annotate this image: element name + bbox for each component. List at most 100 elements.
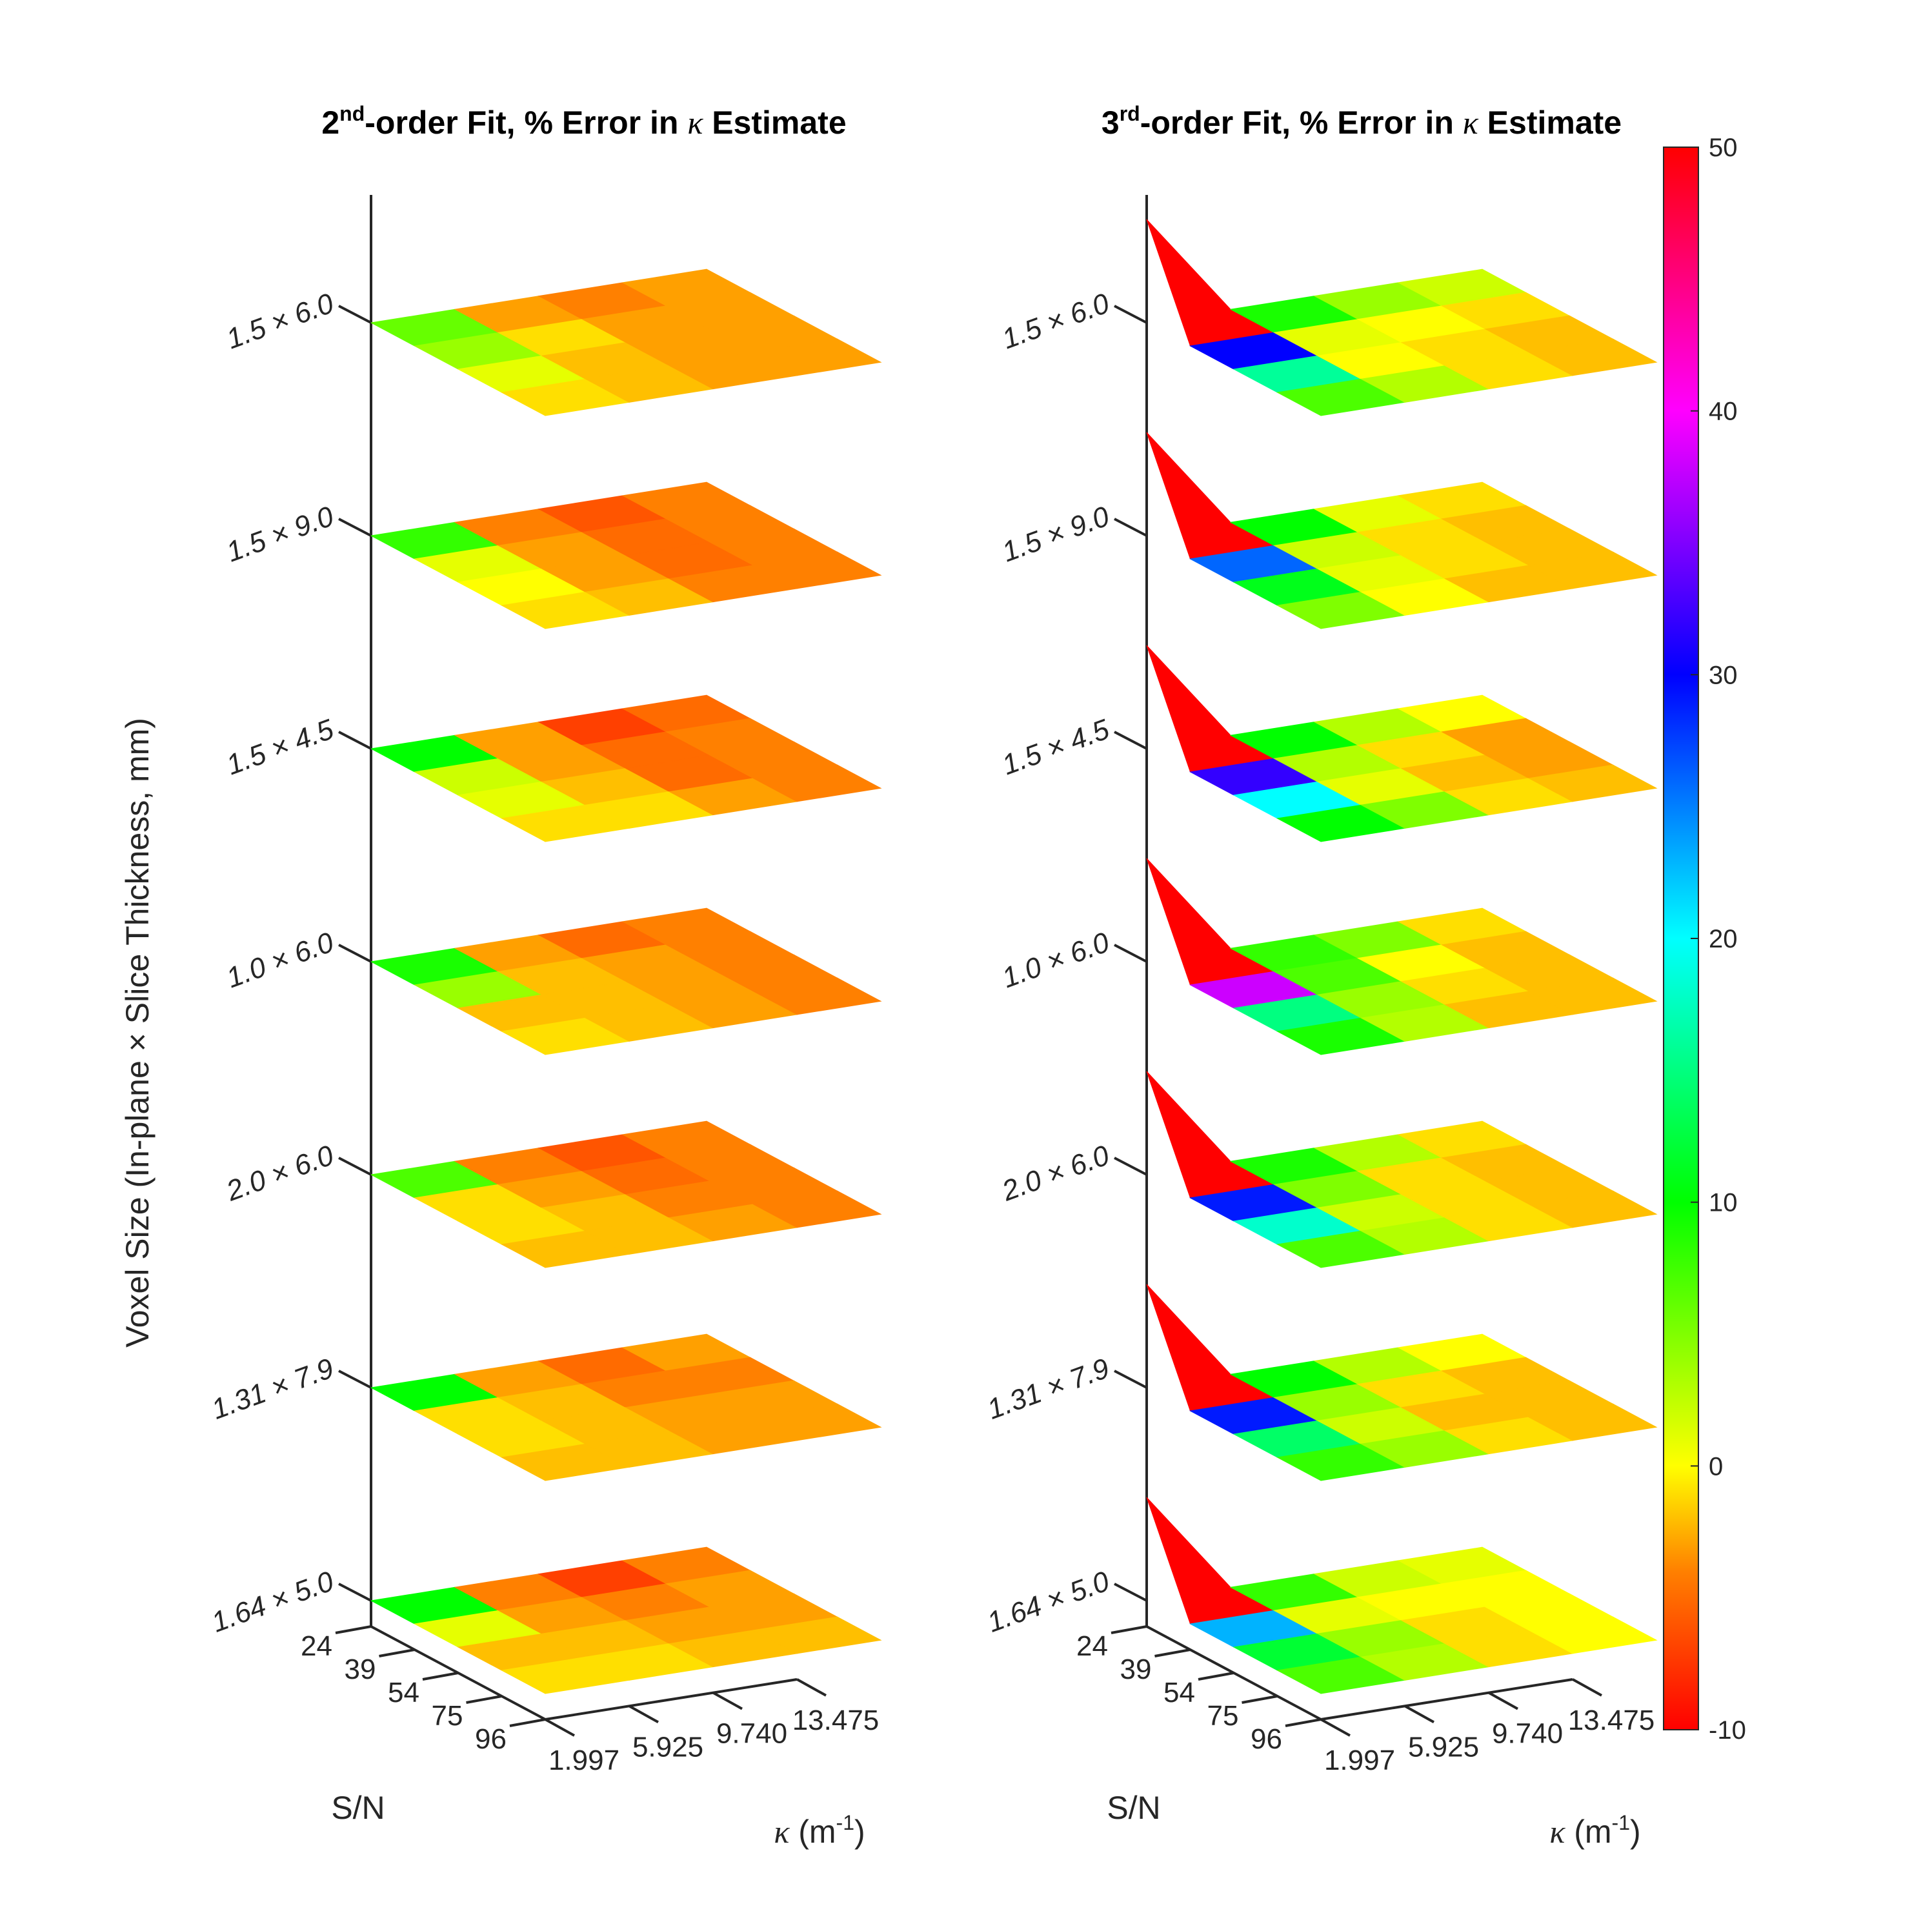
surface-level (370, 481, 882, 629)
sn-tick-mark (509, 1718, 546, 1727)
z-tick-label: 1.5 × 9.0 (223, 500, 338, 568)
sn-tick-label: 75 (432, 1700, 463, 1732)
colorbar-tick-label: 0 (1709, 1452, 1723, 1481)
z-tick-mark (1114, 518, 1147, 537)
kappa-axis-label: κ (m-1) (1549, 1811, 1640, 1850)
kappa-tick-label: 5.925 (632, 1731, 703, 1763)
z-tick-label: 1.31 × 7.9 (208, 1352, 338, 1425)
colorbar-tick-label: -10 (1709, 1716, 1746, 1745)
z-tick-mark (338, 1157, 372, 1176)
z-tick-label: 1.0 × 6.0 (223, 926, 338, 994)
surface-level (1146, 1497, 1658, 1694)
kappa-tick-label: 9.740 (1492, 1718, 1563, 1750)
z-tick-mark (338, 518, 372, 537)
kappa-tick-label: 1.997 (1324, 1745, 1395, 1776)
colorbar-tick-label: 50 (1709, 134, 1738, 162)
sn-ticks: 24 39 54 75 96 (301, 1625, 546, 1755)
z-tick-label: 1.5 × 9.0 (998, 500, 1114, 568)
z-tick-mark (1114, 1157, 1147, 1176)
z-tick-label: 1.5 × 4.5 (223, 713, 338, 781)
surfaces (1146, 219, 1658, 1694)
sn-tick-label: 75 (1207, 1700, 1239, 1732)
sn-tick-label: 96 (1251, 1723, 1282, 1755)
kappa-tick-mark (629, 1705, 659, 1724)
surface-cell (752, 338, 882, 376)
colorbar: 50 40 30 20 10 0 -10 (1663, 134, 1746, 1745)
surface-cell (1146, 219, 1276, 347)
sn-tick-label: 39 (1120, 1654, 1152, 1685)
kappa-tick-mark (712, 1691, 743, 1710)
surface-cell (1527, 764, 1658, 802)
colorbar-tick-label: 20 (1709, 925, 1738, 953)
z-tick-label: 1.64 × 5.0 (208, 1565, 338, 1639)
sn-ticks: 24 39 54 75 96 (1076, 1625, 1322, 1755)
surface-cell (752, 551, 882, 589)
sn-axis-label: S/N (1107, 1790, 1160, 1826)
sn-tick-label: 39 (345, 1654, 376, 1685)
chart-title: 3rd-order Fit, % Error in κ Estimate (1102, 102, 1622, 141)
surface-level (1146, 432, 1658, 629)
z-tick-mark (1114, 944, 1147, 963)
z-tick-mark (1114, 1583, 1147, 1602)
colorbar-tick-label: 10 (1709, 1189, 1738, 1217)
panel-3rd-order: 3rd-order Fit, % Error in κ Estimate 1.5… (983, 102, 1658, 1850)
surface-cell (752, 764, 882, 802)
surfaces (370, 268, 882, 1694)
z-tick-label: 1.5 × 4.5 (998, 713, 1114, 781)
kappa-tick-label: 9.740 (716, 1718, 787, 1750)
kappa-axis-line (545, 1678, 798, 1721)
surface-cell (1146, 432, 1276, 560)
kappa-ticks: 1.997 5.925 9.740 13.475 (545, 1678, 880, 1776)
surface-level (370, 1120, 882, 1268)
z-tick-label: 1.64 × 5.0 (983, 1565, 1114, 1639)
sn-tick-mark (1242, 1695, 1278, 1704)
surface-level (1146, 1284, 1658, 1481)
surface-cell (1146, 1497, 1276, 1625)
surface-cell (1527, 338, 1658, 376)
z-tick-label: 1.5 × 6.0 (998, 287, 1114, 355)
sn-tick-mark (335, 1625, 372, 1634)
z-tick-mark (338, 305, 372, 324)
panel-2nd-order: 2nd-order Fit, % Error in κ Estimate 1.5… (119, 102, 882, 1850)
z-axis-label: Voxel Size (In-plane × Slice Thickness, … (119, 718, 156, 1348)
sn-tick-label: 54 (1163, 1677, 1195, 1708)
sn-tick-label: 24 (301, 1630, 332, 1662)
z-tick-mark (338, 1583, 372, 1602)
surface-cell (752, 1190, 882, 1228)
sn-axis-label: S/N (331, 1790, 385, 1826)
z-tick-label: 1.31 × 7.9 (983, 1352, 1114, 1425)
sn-tick-mark (466, 1695, 502, 1704)
surface-level (1146, 858, 1658, 1055)
kappa-tick-mark (796, 1678, 827, 1697)
surface-cell (1527, 977, 1658, 1015)
kappa-tick-mark (1572, 1678, 1602, 1697)
kappa-tick-label: 13.475 (1568, 1705, 1655, 1736)
surface-cell (752, 1403, 882, 1441)
colorbar-tick-label: 30 (1709, 661, 1738, 689)
z-tick-label: 1.0 × 6.0 (998, 926, 1114, 994)
sn-tick-label: 24 (1076, 1630, 1108, 1662)
z-tick-mark (1114, 305, 1147, 324)
chart-title: 2nd-order Fit, % Error in κ Estimate (321, 102, 846, 141)
colorbar-tick-label: 40 (1709, 398, 1738, 426)
surface-cell (1527, 1190, 1658, 1228)
z-tick-mark (338, 1370, 372, 1389)
kappa-axis-label: κ (m-1) (774, 1811, 865, 1850)
kappa-tick-label: 1.997 (548, 1745, 619, 1776)
kappa-tick-label: 13.475 (792, 1705, 880, 1736)
z-ticks: 1.5 × 6.0 1.5 × 9.0 1.5 × 4.5 1.0 × 6.0 2.0 … (983, 287, 1147, 1639)
kappa-ticks: 1.997 5.925 9.740 13.475 (1320, 1678, 1655, 1776)
surface-cell (1146, 1071, 1276, 1199)
surface-level (370, 1333, 882, 1481)
surface-level (1146, 645, 1658, 842)
kappa-tick-mark (1488, 1691, 1518, 1710)
surface-level (370, 694, 882, 842)
kappa-tick-label: 5.925 (1408, 1731, 1479, 1763)
sn-tick-mark (1111, 1625, 1147, 1634)
z-ticks: 1.5 × 6.0 1.5 × 9.0 1.5 × 4.5 1.0 × 6.0 2.0 … (208, 287, 372, 1639)
surface-cell (752, 977, 882, 1015)
kappa-axis-line (1320, 1678, 1573, 1721)
surface-level (1146, 219, 1658, 416)
z-tick-label: 1.5 × 6.0 (223, 287, 338, 355)
